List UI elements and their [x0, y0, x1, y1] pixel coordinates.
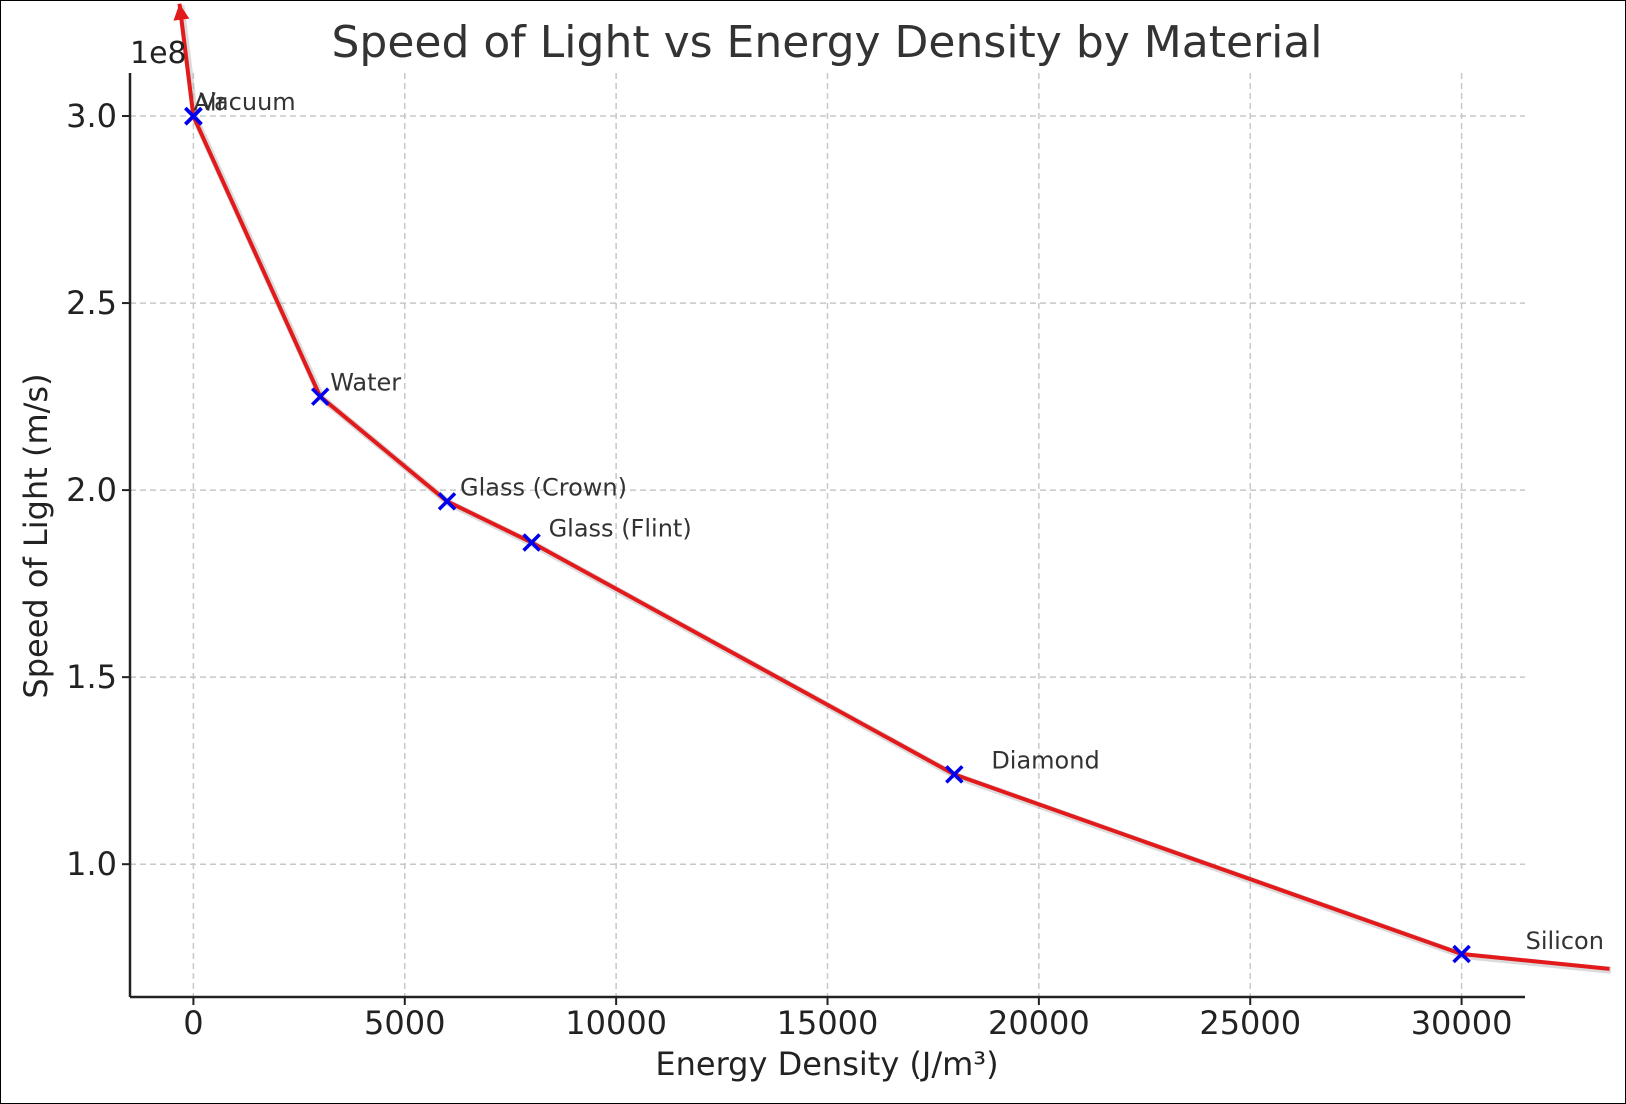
y-axis-label: Speed of Light (m/s)	[17, 373, 55, 698]
marker-stroke	[184, 107, 203, 126]
data-point-marker	[310, 387, 330, 406]
data-point-label: Air	[193, 88, 226, 116]
marker-stroke	[310, 387, 330, 406]
data-point-label: Glass (Crown)	[460, 473, 627, 501]
marker-layer	[184, 106, 1471, 964]
x-tick-label: 25000	[1199, 1004, 1301, 1042]
axes-layer: 0 5000 10000 15000 20000 25000 30000 1.0 1.5 2.0 2…	[66, 73, 1525, 1042]
y-tick-label: 1.5	[66, 658, 117, 696]
data-point-label: Glass (Flint)	[549, 514, 692, 542]
x-tick-label: 0	[183, 1004, 203, 1042]
x-tick-label: 10000	[565, 1004, 667, 1042]
chart-title: Speed of Light vs Energy Density by Mate…	[331, 17, 1322, 68]
marker-stroke	[1452, 944, 1471, 964]
y-tick-label: 2.5	[66, 284, 117, 322]
y-tick-label: 3.0	[66, 97, 117, 135]
data-point-label: Vacuum	[199, 88, 295, 116]
x-tick-label: 30000	[1411, 1004, 1513, 1042]
marker-stroke	[437, 492, 457, 511]
line-layer	[173, 3, 1612, 974]
trend-line	[177, 3, 1610, 971]
x-axis-label: Energy Density (J/m³)	[655, 1045, 998, 1083]
x-tick-label: 20000	[988, 1004, 1090, 1042]
y-tick-label: 1.0	[66, 845, 117, 883]
data-point-marker	[1452, 944, 1471, 964]
marker-stroke	[945, 765, 964, 784]
data-point-marker	[945, 765, 964, 784]
data-point-label: Silicon	[1526, 927, 1604, 955]
x-tick-label: 5000	[364, 1004, 445, 1042]
data-point-marker	[437, 492, 457, 511]
data-point-marker	[184, 107, 203, 126]
data-point-label: Water	[330, 369, 401, 397]
grid-layer	[130, 73, 1525, 997]
marker-stroke	[522, 533, 541, 552]
data-point-marker	[522, 533, 541, 552]
trend-arrowhead	[173, 3, 190, 21]
x-tick-label: 15000	[777, 1004, 879, 1042]
y-tick-label: 2.0	[66, 471, 117, 509]
trend-line-shadow	[177, 4, 1612, 974]
y-offset-label: 1e8	[130, 36, 187, 71]
data-point-label: Diamond	[991, 746, 1099, 774]
